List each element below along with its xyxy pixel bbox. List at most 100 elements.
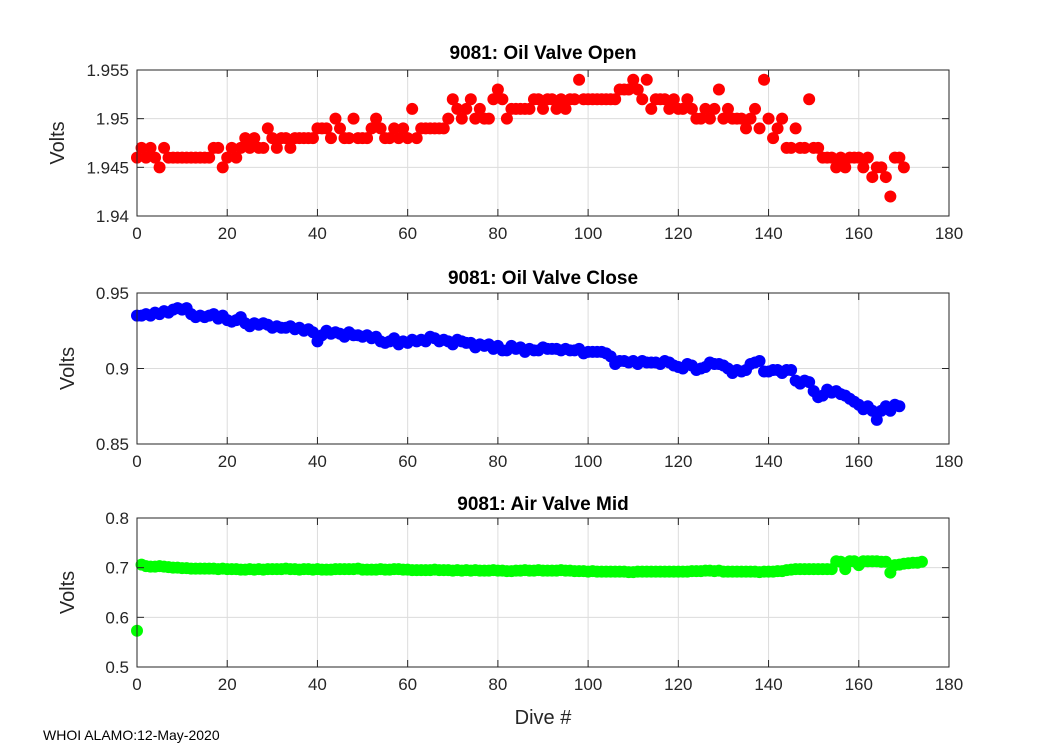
plot-area: 0 20 40 60 80 100 120 140 160 180 0.85 0.9 0.95 Volts [57,284,963,471]
data-point [812,141,825,154]
data-point [306,132,319,145]
x-axis-label: Dive # [515,707,573,729]
x-tick-label: 140 [754,452,782,471]
data-point [771,122,784,135]
data-point [753,354,766,367]
data-point [203,151,216,164]
data-point [383,132,396,145]
x-tick-label: 180 [935,224,963,243]
data-point [550,102,563,115]
data-point [149,151,162,164]
data-point [460,102,473,115]
panel-title: 9081: Oil Valve Open [450,43,637,64]
data-point [437,122,450,135]
x-tick-label: 20 [218,452,237,471]
data-point [762,112,775,125]
x-tick-label: 60 [398,224,417,243]
data-point [329,112,342,125]
data-point [708,102,721,115]
data-series [131,555,928,637]
data-point [866,404,879,417]
data-point [144,141,157,154]
data-point [532,93,545,106]
data-series [131,73,910,203]
x-tick-label: 40 [308,224,327,243]
data-point [839,161,852,174]
data-point [875,161,888,174]
data-point [212,141,225,154]
data-point [140,151,153,164]
data-point [636,93,649,106]
x-tick-label: 80 [488,224,507,243]
data-point [658,93,671,106]
y-axis-label: Volts [47,121,69,164]
data-point [735,112,748,125]
data-point [455,112,468,125]
panel-title: 9081: Air Valve Mid [457,494,628,515]
y-tick-label: 0.85 [96,435,129,454]
data-point [388,122,401,135]
y-axis-label: Volts [57,571,79,614]
data-point [361,132,374,145]
data-point [712,83,725,96]
y-tick-label: 0.7 [105,559,129,578]
data-point [135,141,148,154]
data-point [446,93,459,106]
panel-oil-valve-close: 0 20 40 60 80 100 120 140 160 180 0.85 0.9 0.95 Volts… [57,268,963,471]
data-point [347,112,360,125]
data-point [343,132,356,145]
data-point [717,112,730,125]
data-point [158,141,171,154]
data-point [825,151,838,164]
x-tick-label: 120 [664,452,692,471]
data-point [279,132,292,145]
data-point [370,112,383,125]
data-point [866,171,879,184]
data-point [410,132,423,145]
axes-box [136,69,950,217]
data-point [496,93,509,106]
data-point [861,151,874,164]
data-point [685,102,698,115]
x-tick-label: 180 [935,452,963,471]
data-point [491,83,504,96]
data-point [523,102,536,115]
data-point [803,376,816,389]
data-point [559,102,572,115]
data-point [442,112,455,125]
plot-area: 0 20 40 60 80 100 120 140 160 180 0.5 0.6 0.7 0.8 Volt… [57,509,963,694]
data-point [852,151,865,164]
data-point [537,102,549,115]
data-point [776,112,789,125]
data-point [487,93,500,106]
data-point [879,555,892,568]
data-series [131,302,906,426]
panel-air-valve-mid: 0 20 40 60 80 100 120 140 160 180 0.5 0.6 0.7 0.8 Volt… [57,494,963,729]
data-point [261,122,274,135]
data-point [609,93,622,106]
data-point [830,161,843,174]
y-axis-label: Volts [57,347,79,390]
data-point [785,364,798,377]
data-point [631,83,644,96]
data-point [216,161,229,174]
y-tick-label: 1.95 [96,110,129,129]
data-point [257,141,270,154]
data-point [694,112,707,125]
data-point [834,151,847,164]
y-tick-label: 0.9 [105,360,129,379]
data-point [334,122,346,135]
x-tick-label: 80 [488,675,507,694]
data-point [473,102,486,115]
axes-background [137,518,949,667]
data-point [568,93,581,106]
data-point [803,93,816,106]
x-tick-label: 100 [574,675,602,694]
data-point [555,93,568,106]
data-point [451,102,464,115]
data-point [758,73,771,86]
data-point [627,73,640,86]
y-tick-label: 1.955 [86,61,129,80]
data-point [320,122,333,135]
